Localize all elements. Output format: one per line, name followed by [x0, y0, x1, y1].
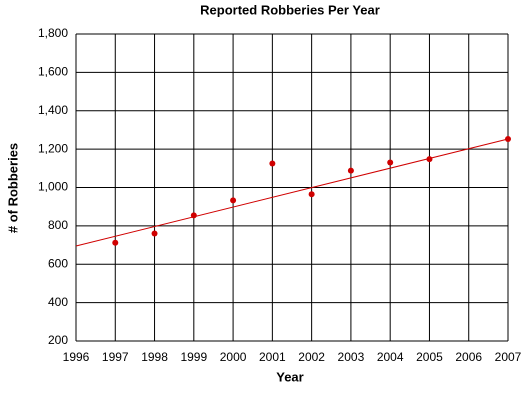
x-tick-label: 2002 [298, 350, 325, 364]
data-point [112, 239, 119, 246]
x-tick-label: 1996 [63, 350, 90, 364]
data-point [387, 159, 394, 166]
x-tick-label: 2003 [338, 350, 365, 364]
x-tick-label: 2000 [220, 350, 247, 364]
y-tick-label: 200 [48, 333, 68, 347]
data-point [151, 230, 158, 237]
x-axis-label: Year [276, 369, 303, 384]
y-tick-label: 600 [48, 256, 68, 270]
x-tick-label: 2006 [455, 350, 482, 364]
x-tick-label: 2007 [495, 350, 522, 364]
data-point [347, 167, 354, 174]
x-tick-label: 1999 [180, 350, 207, 364]
data-point [505, 135, 511, 142]
y-tick-label: 1,600 [38, 65, 68, 79]
data-point [426, 156, 433, 163]
data-point [308, 191, 315, 198]
y-axis-label: # of Robberies [5, 143, 20, 233]
y-tick-label: 1,200 [38, 141, 68, 155]
y-tick-label: 400 [48, 295, 68, 309]
x-tick-label: 1998 [141, 350, 168, 364]
x-tick-label: 2004 [377, 350, 404, 364]
x-tick-label: 1997 [102, 350, 129, 364]
y-tick-label: 1,000 [38, 180, 68, 194]
y-tick-label: 800 [48, 218, 68, 232]
y-tick-label: 1,400 [38, 103, 68, 117]
data-point [190, 212, 197, 219]
chart-title: Reported Robberies Per Year [200, 2, 380, 17]
x-tick-label: 2001 [259, 350, 286, 364]
data-point [269, 160, 276, 167]
trend-line [75, 138, 509, 247]
y-tick-label: 1,800 [38, 26, 68, 40]
x-tick-label: 2005 [416, 350, 443, 364]
data-point [230, 197, 237, 204]
